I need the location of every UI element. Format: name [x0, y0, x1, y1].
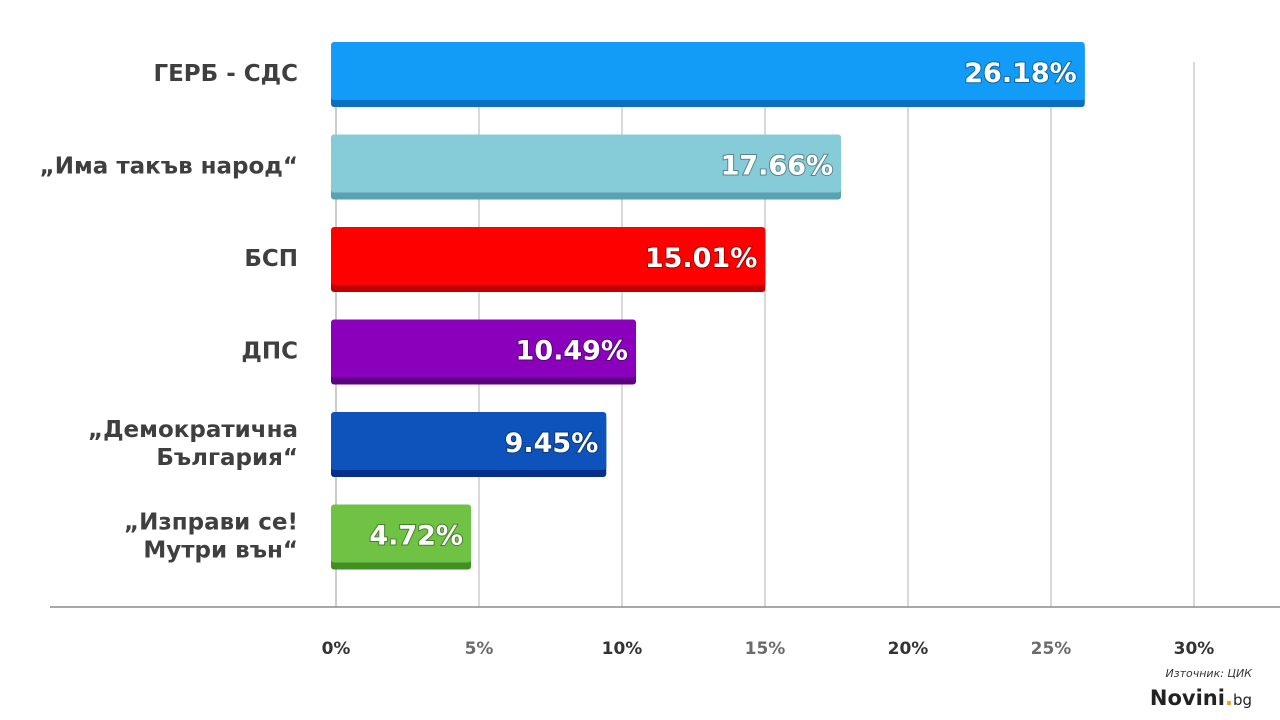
category-label: ДПС	[241, 339, 298, 365]
logo-dot: .	[1224, 686, 1233, 710]
category-label: „Демократична	[88, 417, 298, 443]
bar	[331, 42, 1085, 100]
value-label: 10.49%	[516, 336, 628, 367]
x-tick-label: 0%	[322, 639, 351, 659]
category-label: ГЕРБ - СДС	[153, 61, 298, 87]
x-tick-label: 5%	[465, 639, 494, 659]
bars: 26.18% 17.66% 15.01% 10.49% 9.45% 4.72%	[331, 42, 1085, 570]
bar	[331, 227, 766, 285]
category-label: Мутри вън“	[143, 538, 298, 564]
value-label: 4.72%	[369, 521, 463, 552]
x-tick-label: 15%	[745, 639, 786, 659]
x-tick-labels: 0% 5% 10% 15% 20% 25% 30%	[322, 639, 1215, 659]
category-labels: ГЕРБ - СДС „Има такъв народ“ БСП ДПС „Демокр…	[40, 61, 298, 564]
value-label: 9.45%	[505, 428, 599, 459]
source-note: Източник: ЦИК	[1165, 667, 1252, 680]
bar	[331, 412, 607, 470]
category-label: „Има такъв народ“	[40, 154, 298, 180]
logo-tld-text: bg	[1232, 691, 1252, 709]
category-label: България“	[156, 445, 298, 471]
logo-main-text: Novini	[1149, 686, 1225, 710]
category-label: БСП	[244, 246, 298, 272]
x-tick-label: 20%	[888, 639, 929, 659]
value-label: 26.18%	[964, 58, 1076, 89]
value-label: 15.01%	[645, 243, 757, 274]
x-tick-label: 30%	[1174, 639, 1215, 659]
x-tick-label: 25%	[1031, 639, 1072, 659]
novini-logo: Novini.bg	[1150, 686, 1252, 710]
x-tick-label: 10%	[602, 639, 643, 659]
bar	[331, 504, 471, 563]
bar	[331, 134, 842, 193]
value-label: 17.66%	[721, 151, 833, 182]
category-label: „Изправи се!	[124, 510, 298, 536]
bar	[331, 319, 637, 378]
